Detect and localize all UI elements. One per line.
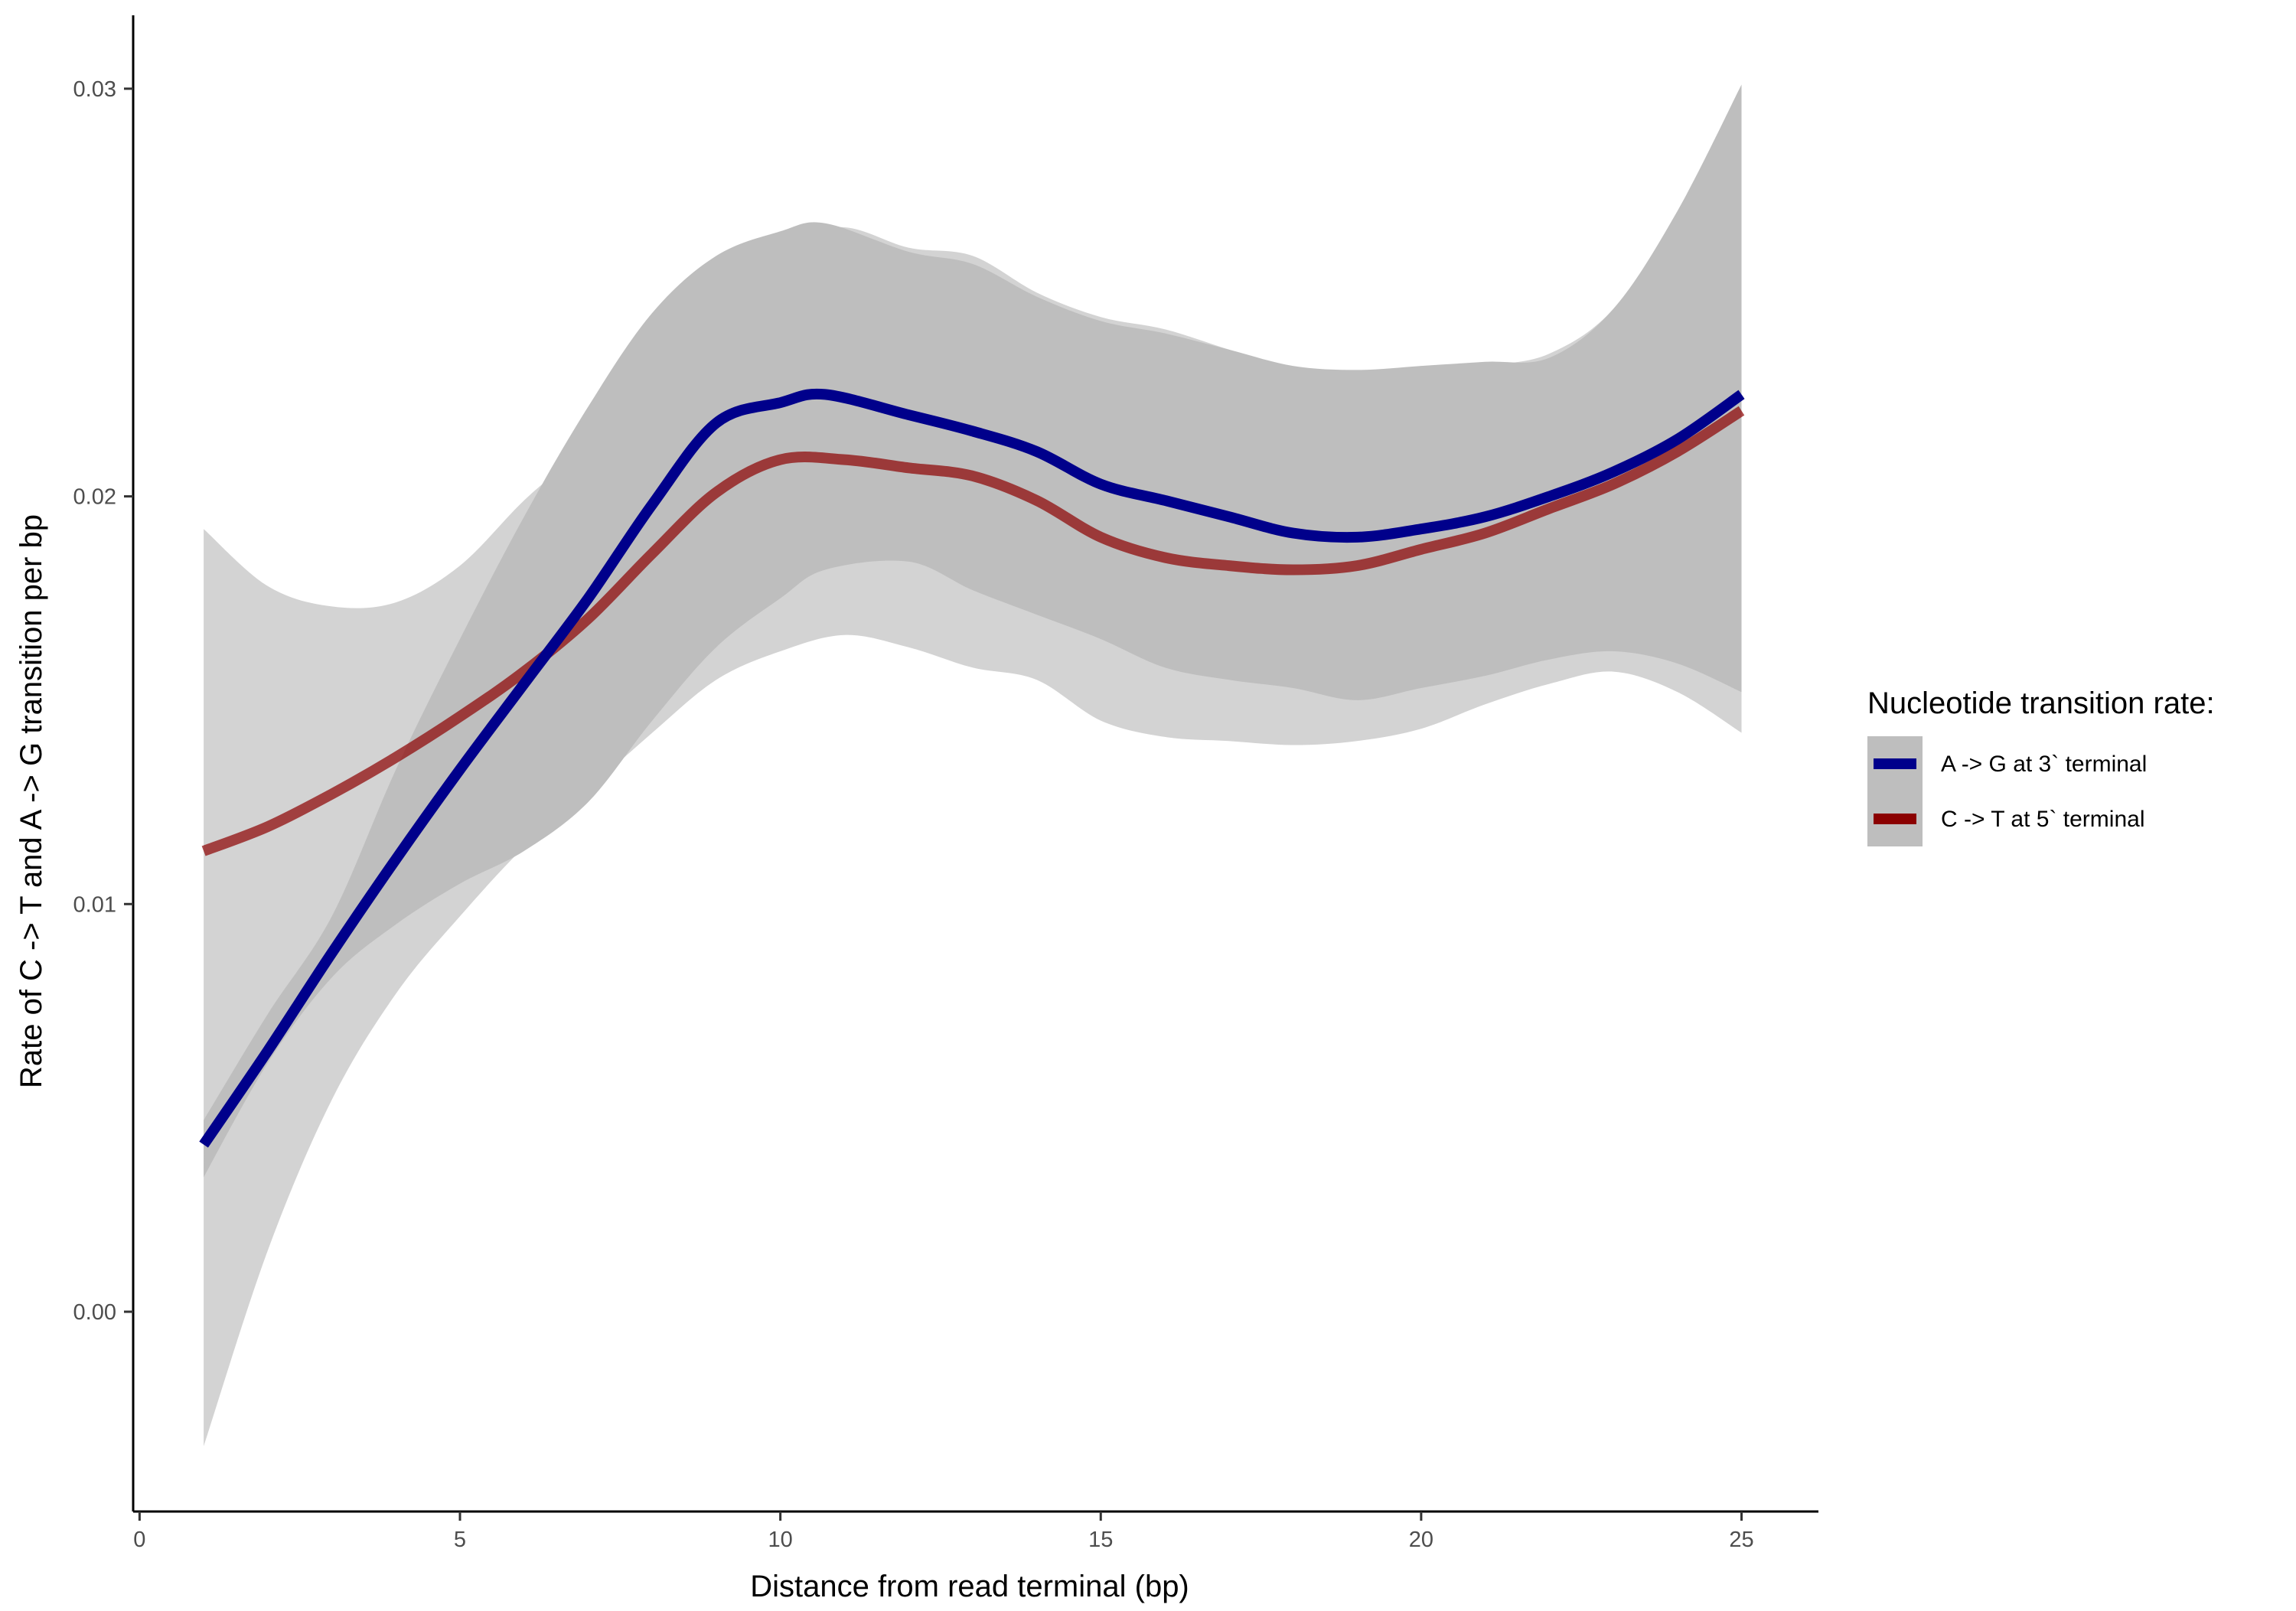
y-tick-label: 0.03: [73, 77, 116, 102]
x-tick-label: 15: [1088, 1528, 1113, 1552]
x-tick-label: 0: [133, 1528, 145, 1552]
legend-label: C -> T at 5` terminal: [1941, 807, 2144, 832]
y-tick-label: 0.01: [73, 892, 116, 917]
x-tick-label: 10: [768, 1528, 793, 1552]
legend-label: A -> G at 3` terminal: [1941, 752, 2147, 777]
x-tick-label: 20: [1409, 1528, 1433, 1552]
y-axis-title: Rate of C -> T and A -> G transition per…: [15, 514, 48, 1088]
series-line-1: [199, 388, 1745, 1148]
series-line-2: [201, 406, 1745, 856]
y-tick-label: 0.00: [73, 1300, 116, 1325]
y-tick-label: 0.02: [73, 485, 116, 510]
legend-title: Nucleotide transition rate:: [1867, 686, 2215, 720]
x-tick-label: 25: [1729, 1528, 1753, 1552]
x-tick-label: 5: [454, 1528, 466, 1552]
x-axis-title: Distance from read terminal (bp): [750, 1570, 1189, 1603]
confidence-ribbon-series-1: [204, 84, 1742, 1178]
